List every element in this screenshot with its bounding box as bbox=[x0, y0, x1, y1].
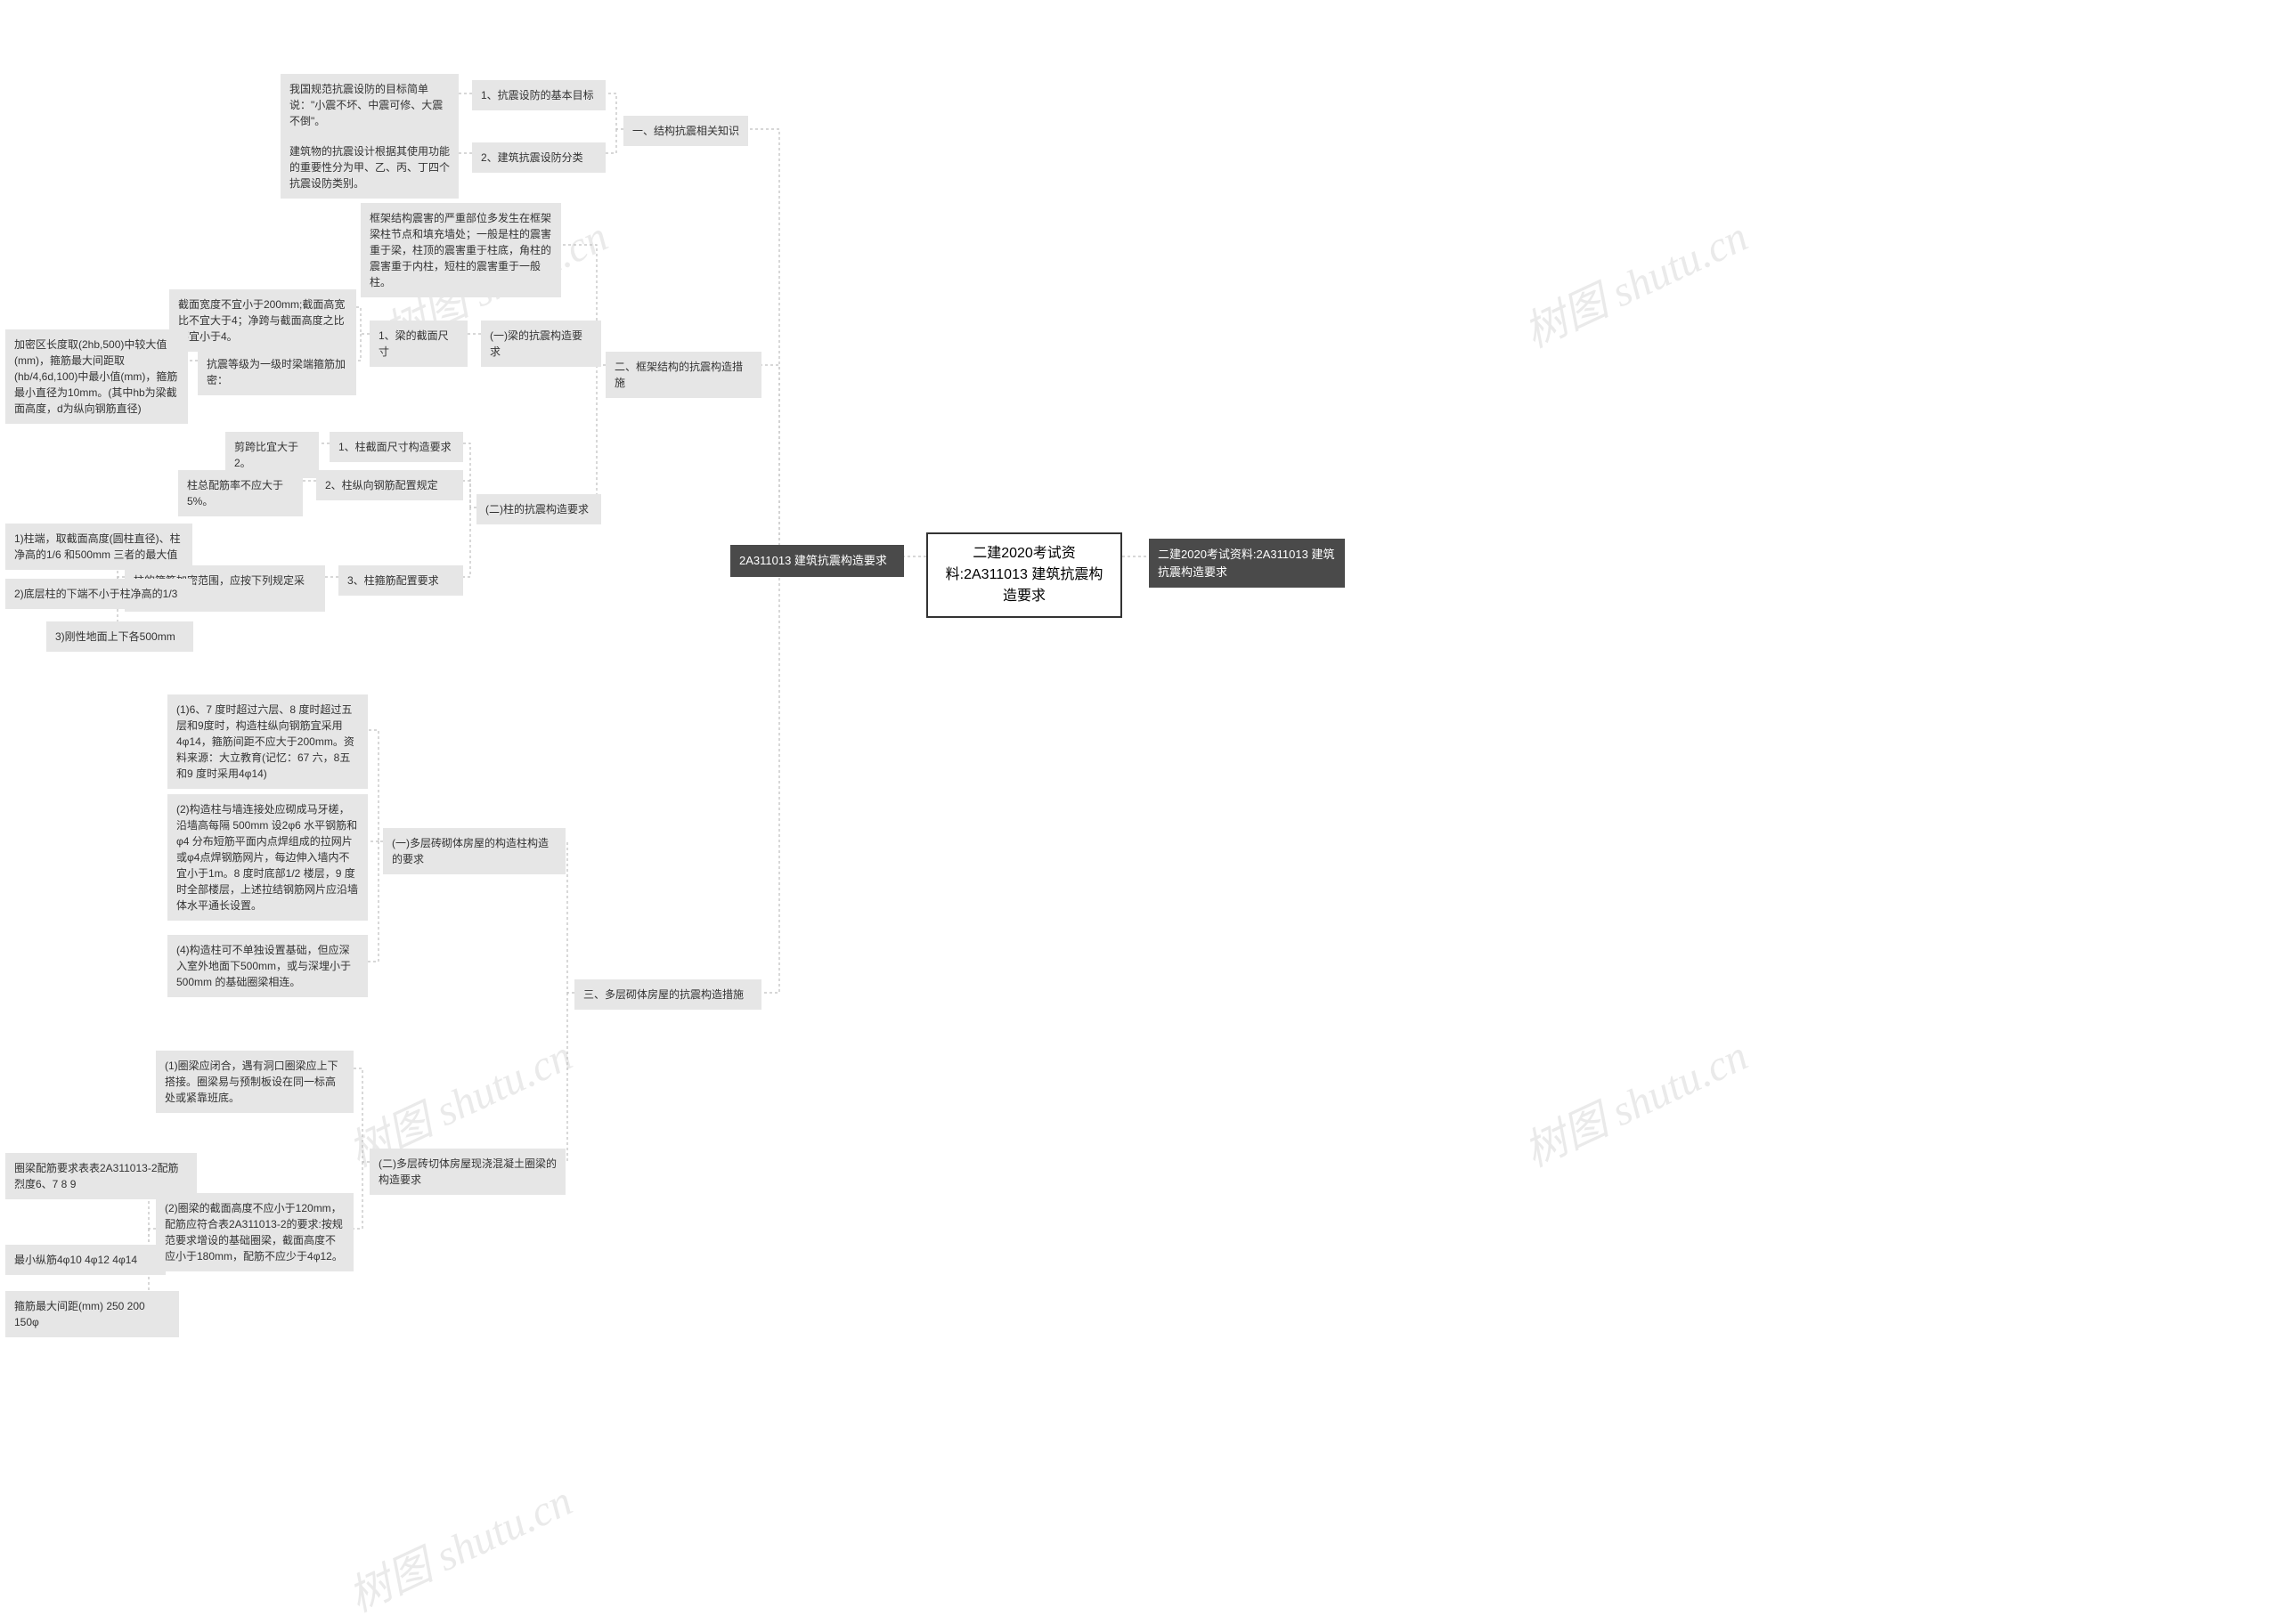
s2-p1-label: (一)梁的抗震构造要求 bbox=[481, 321, 601, 367]
s2-p2-i3-b: 2)底层柱的下端不小于柱净高的1/3 bbox=[5, 579, 192, 609]
s3-p2-label: (二)多层砖切体房屋现浇混凝土圈梁的构造要求 bbox=[370, 1149, 566, 1195]
s3-p2-a: (1)圈梁应闭合，遇有洞口圈梁应上下搭接。圈梁易与预制板设在同一标高处或紧靠班底… bbox=[156, 1051, 354, 1113]
s2-p2-i2-text: 柱总配筋率不应大于5%。 bbox=[178, 470, 303, 516]
root-left-node: 2A311013 建筑抗震构造要求 bbox=[730, 545, 904, 577]
s2-p1-i1-text: 截面宽度不宜小于200mm;截面高宽比不宜大于4；净跨与截面高度之比不宜小于4。 bbox=[169, 289, 356, 352]
s3-p2-b-l1: 圈梁配筋要求表表2A311013-2配筋烈度6、7 8 9 bbox=[5, 1153, 197, 1199]
section3-title: 三、多层砌体房屋的抗震构造措施 bbox=[574, 979, 761, 1010]
root-right-node: 二建2020考试资料:2A311013 建筑抗震构造要求 bbox=[1149, 539, 1345, 588]
watermark: 树图 shutu.cn bbox=[1512, 1020, 1756, 1178]
s3-p2-b-l3: 箍筋最大间距(mm) 250 200 150φ bbox=[5, 1291, 179, 1337]
s2-p2-i1-label: 1、柱截面尺寸构造要求 bbox=[330, 432, 463, 462]
watermark: 树图 shutu.cn bbox=[337, 1466, 581, 1623]
s2-p1-i1-label: 1、梁的截面尺寸 bbox=[370, 321, 468, 367]
s3-p2-b: (2)圈梁的截面高度不应小于120mm，配筋应符合表2A311013-2的要求:… bbox=[156, 1193, 354, 1271]
s2-p2-i3-a: 1)柱端，取截面高度(圆柱直径)、柱净高的1/6 和500mm 三者的最大值 bbox=[5, 524, 192, 570]
watermark: 树图 shutu.cn bbox=[1512, 201, 1756, 359]
s2-p2-label: (二)柱的抗震构造要求 bbox=[476, 494, 601, 524]
s1-i1-text: 我国规范抗震设防的目标简单说："小震不坏、中震可修、大震不倒"。 bbox=[281, 74, 459, 136]
s2-intro: 框架结构震害的严重部位多发生在框架梁柱节点和填充墙处；一般是柱的震害重于梁，柱顶… bbox=[361, 203, 561, 297]
s2-p2-i3-c: 3)刚性地面上下各500mm bbox=[46, 621, 193, 652]
s3-p1-b: (2)构造柱与墙连接处应砌成马牙槎，沿墙高每隔 500mm 设2φ6 水平钢筋和… bbox=[167, 794, 368, 921]
s2-p1-sub-label: 抗震等级为一级时梁端箍筋加密： bbox=[198, 349, 356, 395]
section2-title: 二、框架结构的抗震构造措施 bbox=[606, 352, 761, 398]
s3-p1-a: (1)6、7 度时超过六层、8 度时超过五层和9度时，构造柱纵向钢筋宜采用4φ1… bbox=[167, 694, 368, 789]
s2-p2-i2-label: 2、柱纵向钢筋配置规定 bbox=[316, 470, 463, 500]
s1-i2-label: 2、建筑抗震设防分类 bbox=[472, 142, 606, 173]
s2-p2-i3-label: 3、柱箍筋配置要求 bbox=[338, 565, 463, 596]
section1-title: 一、结构抗震相关知识 bbox=[623, 116, 748, 146]
root-node: 二建2020考试资料:2A311013 建筑抗震构造要求 bbox=[926, 532, 1122, 618]
s3-p1-c: (4)构造柱可不单独设置基础，但应深入室外地面下500mm，或与深埋小于500m… bbox=[167, 935, 368, 997]
s1-i1-label: 1、抗震设防的基本目标 bbox=[472, 80, 606, 110]
s2-p1-sub-text: 加密区长度取(2hb,500)中较大值(mm)，箍筋最大间距取(hb/4,6d,… bbox=[5, 329, 188, 424]
s1-i2-text: 建筑物的抗震设计根据其使用功能的重要性分为甲、乙、丙、丁四个抗震设防类别。 bbox=[281, 136, 459, 199]
s3-p1-label: (一)多层砖砌体房屋的构造柱构造的要求 bbox=[383, 828, 566, 874]
s3-p2-b-l2: 最小纵筋4φ10 4φ12 4φ14 bbox=[5, 1245, 166, 1275]
